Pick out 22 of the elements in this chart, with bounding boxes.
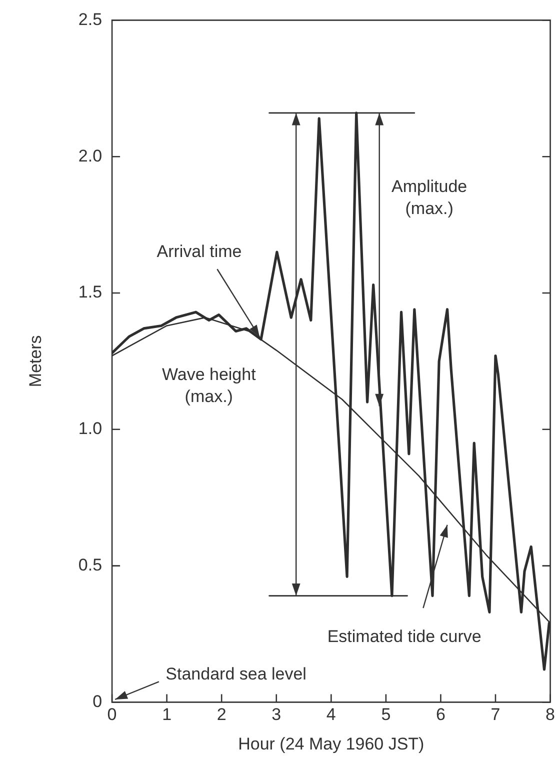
- x-tick-label: 6: [436, 705, 446, 724]
- annotation: Estimated tide curve: [327, 627, 482, 646]
- y-tick-label: 1.0: [78, 419, 102, 438]
- y-axis-title: Meters: [26, 335, 45, 388]
- y-tick-label: 2.0: [78, 146, 102, 166]
- x-tick-label: 0: [107, 705, 117, 724]
- x-tick-label: 1: [162, 705, 172, 724]
- annotation: Amplitude (max.): [392, 176, 468, 218]
- y-tick-label: 0.5: [78, 555, 102, 574]
- x-tick-label: 8: [546, 705, 556, 724]
- x-tick-label: 7: [490, 705, 500, 724]
- annotation: Arrival time: [156, 242, 242, 261]
- y-tick-label: 1.5: [78, 282, 102, 302]
- y-tick-label: 2.5: [78, 10, 102, 29]
- annotation: Wave height (max.): [162, 365, 256, 406]
- x-axis-title: Hour (24 May 1960 JST): [238, 734, 424, 754]
- x-tick-label: 4: [326, 705, 336, 724]
- x-tick-label: 2: [216, 705, 226, 724]
- x-tick-label: 5: [381, 705, 391, 724]
- annotation: Standard sea level: [166, 664, 306, 684]
- x-tick-label: 3: [272, 705, 282, 724]
- y-tick-label: 0: [92, 692, 102, 711]
